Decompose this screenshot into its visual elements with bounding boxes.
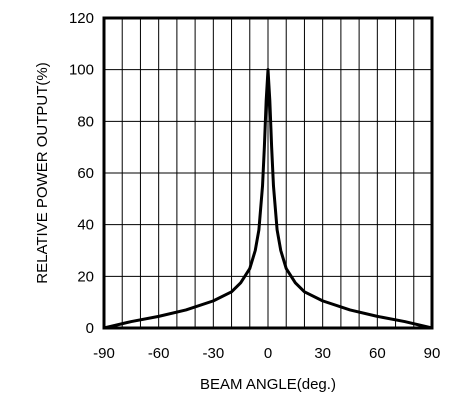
x-tick-labels: -90 -60 -30 0 30 60 90 bbox=[93, 345, 440, 362]
series-group bbox=[103, 68, 433, 330]
x-axis-title: BEAM ANGLE(deg.) bbox=[200, 376, 336, 393]
y-tick-label: 120 bbox=[69, 10, 94, 27]
y-axis-title: RELATIVE POWER OUTPUT(%) bbox=[34, 62, 51, 283]
y-tick-labels: 0 20 40 60 80 100 120 bbox=[69, 10, 94, 337]
y-tick-label: 0 bbox=[86, 320, 94, 337]
x-tick-label: -30 bbox=[202, 345, 224, 362]
y-tick-label: 60 bbox=[77, 165, 94, 182]
x-tick-label: -60 bbox=[148, 345, 170, 362]
x-tick-label: -90 bbox=[93, 345, 115, 362]
x-tick-label: 90 bbox=[424, 345, 441, 362]
y-tick-label: 80 bbox=[77, 113, 94, 130]
x-tick-label: 30 bbox=[314, 345, 331, 362]
x-tick-label: 60 bbox=[369, 345, 386, 362]
grid-lines bbox=[104, 18, 432, 328]
plot-frame bbox=[102, 16, 434, 330]
y-tick-label: 100 bbox=[69, 62, 94, 79]
y-tick-label: 20 bbox=[77, 268, 94, 285]
y-tick-label: 40 bbox=[77, 217, 94, 234]
x-tick-label: 0 bbox=[264, 345, 272, 362]
series-line-0 bbox=[103, 68, 433, 330]
